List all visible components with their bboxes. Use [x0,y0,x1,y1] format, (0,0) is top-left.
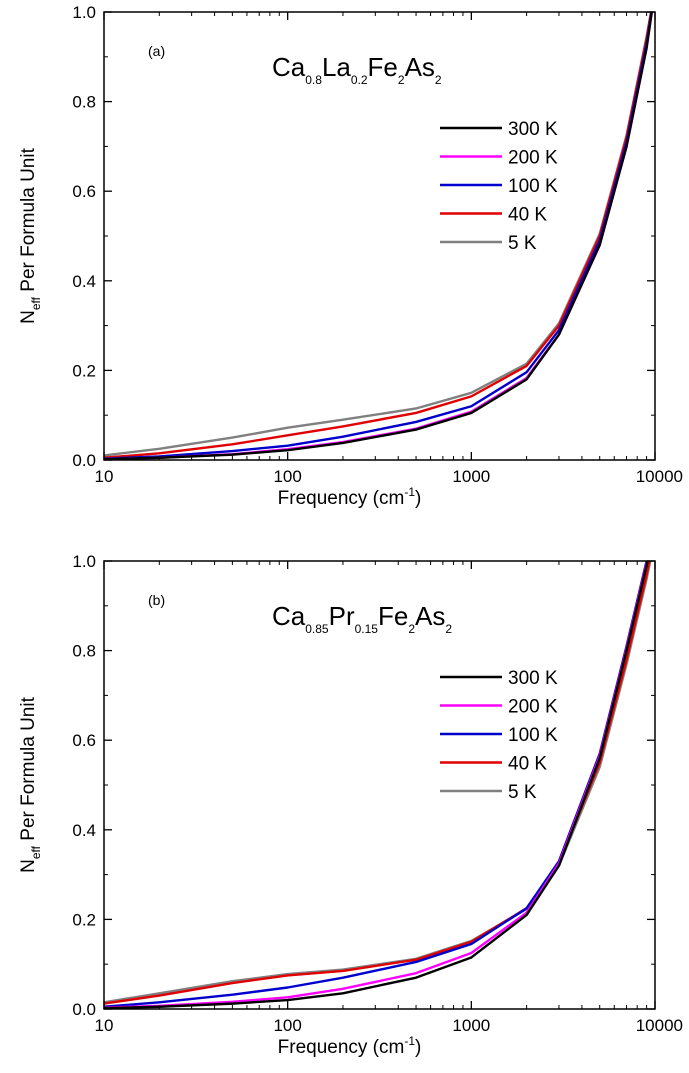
legend-entry: 40 K [508,754,547,775]
x-tick-label: 10000 [636,467,683,486]
x-axis-label: Frequency (cm-1) [278,485,422,509]
legend-entry: 100 K [508,176,558,197]
y-tick-label: 0.4 [72,272,96,291]
y-tick-label: 0.6 [72,731,96,750]
y-tick-label: 0.0 [72,1000,96,1019]
y-tick-label: 0.2 [72,910,96,929]
legend-entry: 200 K [508,697,558,718]
panel-label: (b) [148,592,165,608]
y-tick-label: 1.0 [72,552,96,571]
chart-title: Ca0.85Pr0.15Fe2As2 [272,601,452,636]
x-tick-label: 1000 [452,1016,490,1035]
legend-entry: 300 K [508,119,558,140]
series-line-40k [104,561,651,1005]
chart-panel-b: 10 100 1000 10000 0.0 0.2 0.4 0.6 0.8 1.0 Frequenc… [18,552,683,1058]
x-axis-label: Frequency (cm-1) [278,1034,422,1058]
legend-entry: 5 K [508,233,537,254]
panel-label: (a) [148,43,165,59]
series-lines [104,561,652,1009]
y-tick-label: 0.8 [72,642,96,661]
series-line-200k [104,561,649,1009]
legend: 300 K 200 K 100 K 40 K 5 K [440,668,558,803]
x-tick-label: 10 [95,1016,114,1035]
legend: 300 K 200 K 100 K 40 K 5 K [440,119,558,254]
legend-entry: 5 K [508,782,537,803]
y-tick-label: 0.8 [72,93,96,112]
y-axis-label: Neff Per Formula Unit [18,696,43,872]
legend-entry: 100 K [508,725,558,746]
x-tick-label: 1000 [452,467,490,486]
series-line-100k [104,561,648,1008]
y-tick-label: 0.4 [72,821,96,840]
x-tick-label: 100 [273,1016,301,1035]
y-tick-label: 1.0 [72,3,96,22]
chart-panel-a: 10 100 1000 10000 0.0 0.2 0.4 0.6 0.8 1.0 Frequenc… [18,3,683,509]
series-line-300k [104,561,649,1009]
y-tick-label: 0.0 [72,451,96,470]
x-tick-label: 10 [95,467,114,486]
series-line-300k [104,12,653,460]
legend-entry: 40 K [508,205,547,226]
legend-entry: 200 K [508,148,558,169]
series-lines [104,12,653,460]
x-tick-label: 10000 [636,1016,683,1035]
y-tick-label: 0.2 [72,361,96,380]
y-tick-label: 0.6 [72,182,96,201]
x-tick-label: 100 [273,467,301,486]
legend-entry: 300 K [508,668,558,689]
y-axis-label: Neff Per Formula Unit [18,147,43,323]
chart-title: Ca0.8La0.2Fe2As2 [272,52,442,87]
